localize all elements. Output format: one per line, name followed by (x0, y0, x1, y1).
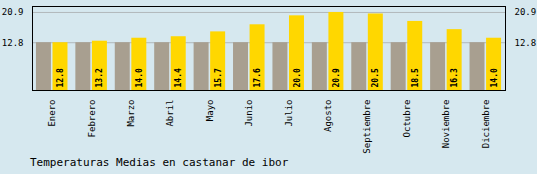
svg-text:Julio: Julio (284, 100, 294, 127)
svg-text:Junio: Junio (244, 100, 254, 127)
svg-text:12.8: 12.8 (515, 38, 537, 48)
svg-text:14.0: 14.0 (490, 68, 499, 87)
svg-text:Febrero: Febrero (87, 100, 97, 138)
svg-text:13.2: 13.2 (95, 68, 104, 87)
svg-text:20.9: 20.9 (515, 7, 537, 17)
svg-text:20.9: 20.9 (2, 7, 24, 17)
svg-text:Septiembre: Septiembre (362, 100, 372, 154)
svg-text:Mayo: Mayo (205, 100, 215, 122)
svg-text:Marzo: Marzo (126, 100, 136, 127)
svg-text:20.0: 20.0 (293, 68, 302, 87)
svg-text:Abril: Abril (165, 100, 175, 127)
svg-text:18.5: 18.5 (411, 68, 420, 87)
svg-text:14.4: 14.4 (174, 68, 183, 87)
svg-text:14.0: 14.0 (135, 68, 144, 87)
svg-text:Octubre: Octubre (402, 100, 412, 138)
svg-text:20.9: 20.9 (332, 68, 341, 87)
svg-text:Enero: Enero (47, 100, 57, 127)
svg-text:15.7: 15.7 (214, 68, 223, 87)
svg-text:12.8: 12.8 (56, 68, 65, 87)
svg-text:20.5: 20.5 (371, 68, 380, 87)
svg-text:Diciembre: Diciembre (481, 100, 491, 149)
svg-text:17.6: 17.6 (253, 68, 262, 87)
svg-text:Agosto: Agosto (323, 100, 333, 133)
svg-text:12.8: 12.8 (2, 38, 24, 48)
svg-text:Noviembre: Noviembre (441, 100, 451, 149)
html-text:Temperaturas Medias en castana: Temperaturas Medias en castanar de ibor (30, 156, 289, 169)
svg-text:16.3: 16.3 (450, 68, 459, 87)
